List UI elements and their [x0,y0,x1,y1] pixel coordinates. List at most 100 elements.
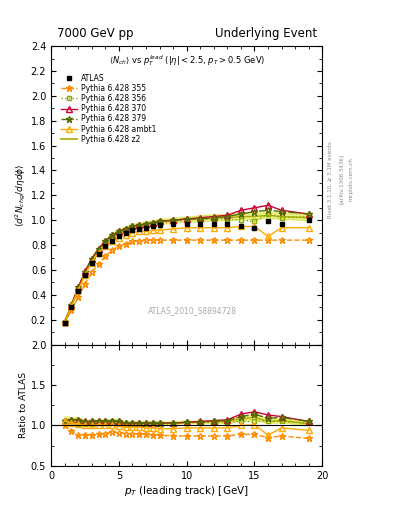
Pythia 6.428 379 [96,246,101,252]
ATLAS [211,221,216,227]
Pythia 6.428 356 [83,271,87,277]
Pythia 6.428 z2 [171,217,175,223]
Pythia 6.428 370 [211,214,216,220]
Pythia 6.428 355 [137,238,141,244]
Text: mcplots.cern.ch: mcplots.cern.ch [349,157,354,201]
Pythia 6.428 379 [137,222,141,228]
Text: Rivet 3.1.10, ≥ 3.1M events: Rivet 3.1.10, ≥ 3.1M events [328,141,333,218]
Y-axis label: Ratio to ATLAS: Ratio to ATLAS [19,372,28,438]
Pythia 6.428 370 [110,232,114,238]
Pythia 6.428 ambt1 [123,232,128,238]
Pythia 6.428 ambt1 [151,227,155,233]
Pythia 6.428 370 [103,238,108,244]
ATLAS [157,222,162,228]
Line: Pythia 6.428 355: Pythia 6.428 355 [61,237,312,327]
Pythia 6.428 370 [76,284,81,290]
Pythia 6.428 ambt1 [307,225,311,231]
Y-axis label: $\langle d^2 N_{chg}/d\eta d\phi \rangle$: $\langle d^2 N_{chg}/d\eta d\phi \rangle… [13,164,28,227]
Pythia 6.428 355 [123,241,128,247]
Pythia 6.428 356 [90,258,94,264]
Pythia 6.428 370 [116,228,121,234]
Pythia 6.428 356 [151,221,155,227]
Pythia 6.428 z2 [252,214,257,220]
Pythia 6.428 z2 [130,223,135,229]
Pythia 6.428 z2 [211,215,216,221]
Pythia 6.428 379 [116,228,121,234]
Pythia 6.428 370 [252,205,257,211]
Pythia 6.428 z2 [239,214,243,220]
Pythia 6.428 370 [137,222,141,228]
Pythia 6.428 ambt1 [62,319,67,325]
Pythia 6.428 370 [144,221,149,227]
ATLAS [171,221,175,227]
ATLAS [76,288,81,294]
Pythia 6.428 ambt1 [252,223,257,229]
ATLAS [110,238,114,244]
Line: Pythia 6.428 ambt1: Pythia 6.428 ambt1 [62,224,312,325]
Pythia 6.428 355 [144,237,149,243]
Pythia 6.428 379 [151,220,155,226]
Text: Underlying Event: Underlying Event [215,27,317,40]
Pythia 6.428 ambt1 [76,287,81,293]
ATLAS [90,260,94,266]
Pythia 6.428 379 [266,207,270,214]
Pythia 6.428 379 [76,284,81,290]
Pythia 6.428 z2 [96,246,101,252]
Pythia 6.428 370 [307,211,311,217]
Pythia 6.428 356 [96,248,101,254]
Pythia 6.428 355 [110,247,114,253]
Pythia 6.428 379 [110,232,114,238]
ATLAS [279,221,284,227]
Pythia 6.428 379 [62,319,67,325]
Pythia 6.428 ambt1 [69,303,74,309]
Pythia 6.428 355 [266,237,270,243]
Pythia 6.428 379 [103,238,108,244]
Pythia 6.428 379 [157,219,162,225]
Text: [arXiv:1306.3436]: [arXiv:1306.3436] [339,154,344,204]
Pythia 6.428 379 [252,208,257,215]
Pythia 6.428 379 [69,302,74,308]
Pythia 6.428 z2 [116,228,121,234]
ATLAS [198,221,203,227]
Line: Pythia 6.428 z2: Pythia 6.428 z2 [64,215,309,322]
Pythia 6.428 z2 [123,226,128,232]
Pythia 6.428 z2 [279,214,284,220]
ATLAS [83,272,87,278]
Pythia 6.428 356 [130,225,135,231]
Pythia 6.428 355 [252,237,257,243]
ATLAS [144,225,149,231]
ATLAS [130,227,135,233]
Pythia 6.428 355 [69,307,74,313]
Pythia 6.428 356 [266,211,270,217]
Pythia 6.428 379 [90,255,94,262]
Line: Pythia 6.428 370: Pythia 6.428 370 [62,203,312,325]
Pythia 6.428 370 [123,226,128,232]
Pythia 6.428 356 [103,241,108,247]
ATLAS [62,321,67,327]
ATLAS [307,217,311,223]
Pythia 6.428 355 [116,243,121,249]
Text: 7000 GeV pp: 7000 GeV pp [57,27,133,40]
ATLAS [151,223,155,229]
Pythia 6.428 356 [239,217,243,223]
Pythia 6.428 z2 [137,222,141,228]
Pythia 6.428 355 [211,237,216,243]
Text: ATLAS_2010_S8894728: ATLAS_2010_S8894728 [148,306,237,315]
Pythia 6.428 z2 [266,212,270,218]
Pythia 6.428 355 [90,269,94,275]
Pythia 6.428 370 [266,202,270,208]
Line: Pythia 6.428 379: Pythia 6.428 379 [61,207,312,326]
Pythia 6.428 z2 [69,302,74,308]
Pythia 6.428 379 [279,208,284,215]
Pythia 6.428 370 [151,220,155,226]
Pythia 6.428 z2 [157,219,162,225]
ATLAS [137,226,141,232]
ATLAS [225,221,230,227]
Pythia 6.428 370 [96,246,101,252]
Pythia 6.428 379 [83,269,87,275]
Pythia 6.428 370 [198,215,203,221]
Pythia 6.428 355 [62,321,67,327]
Pythia 6.428 370 [90,255,94,262]
Pythia 6.428 ambt1 [144,228,149,234]
Pythia 6.428 379 [184,216,189,222]
